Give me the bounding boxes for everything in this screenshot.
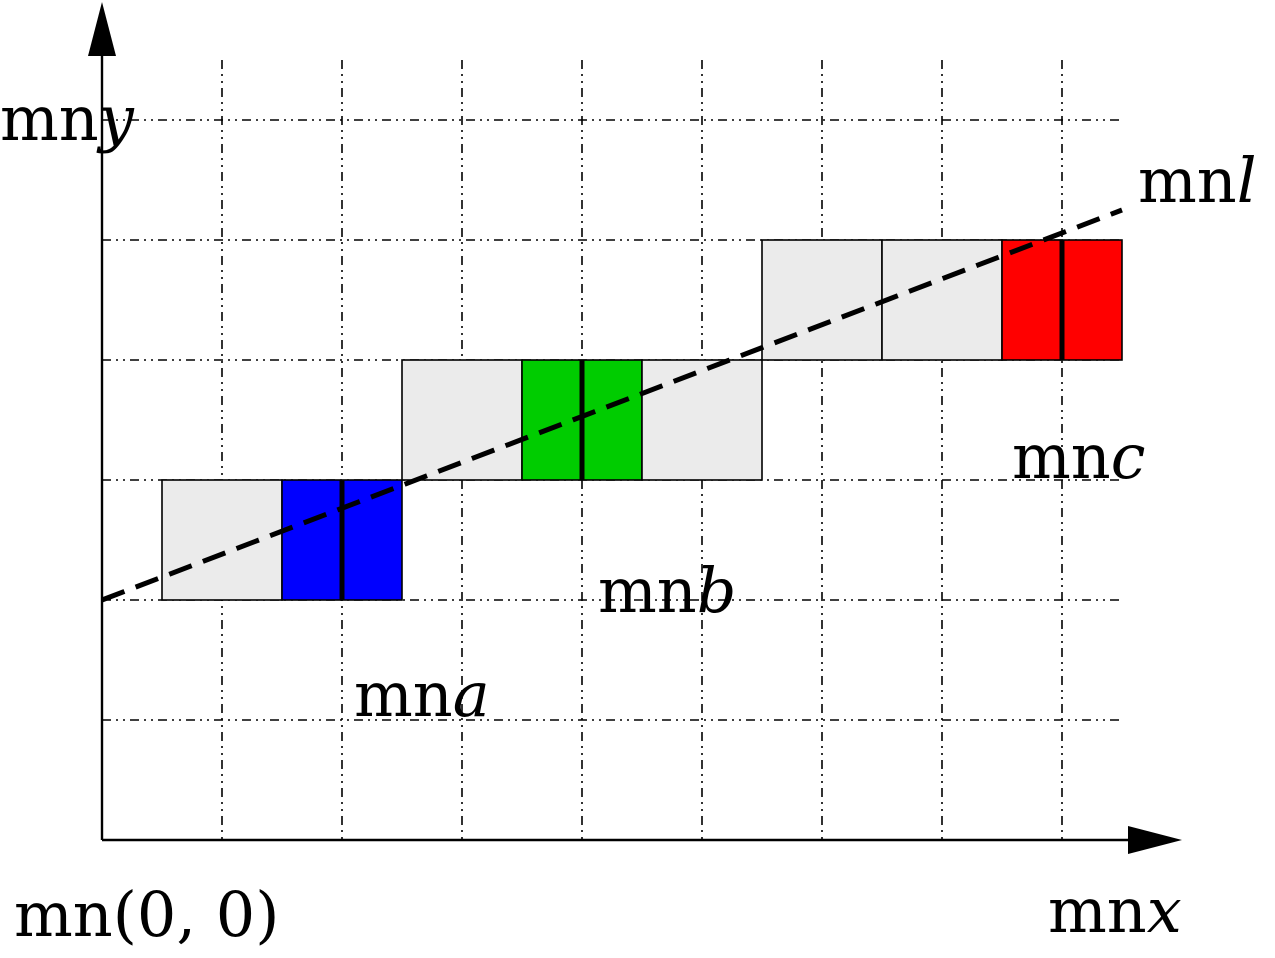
origin-label: mn(0, 0) bbox=[14, 878, 279, 951]
x-axis-label: mnx bbox=[1048, 874, 1182, 947]
candidate-cell bbox=[401, 359, 523, 481]
x-axis-arrow bbox=[1128, 826, 1182, 854]
axes bbox=[88, 2, 1182, 854]
label-a: mna bbox=[354, 658, 490, 731]
y-axis-label: mny bbox=[0, 82, 135, 155]
y-axis-arrow bbox=[88, 2, 116, 56]
label-b: mnb bbox=[598, 554, 736, 627]
ticks bbox=[339, 240, 1065, 600]
line-label: mnl bbox=[1138, 144, 1257, 217]
cells bbox=[161, 239, 1123, 601]
candidate-cell bbox=[161, 479, 283, 601]
label-c: mnc bbox=[1012, 420, 1145, 493]
candidate-cell bbox=[641, 359, 763, 481]
fit-line bbox=[101, 207, 1123, 603]
candidate-cell bbox=[881, 239, 1003, 361]
